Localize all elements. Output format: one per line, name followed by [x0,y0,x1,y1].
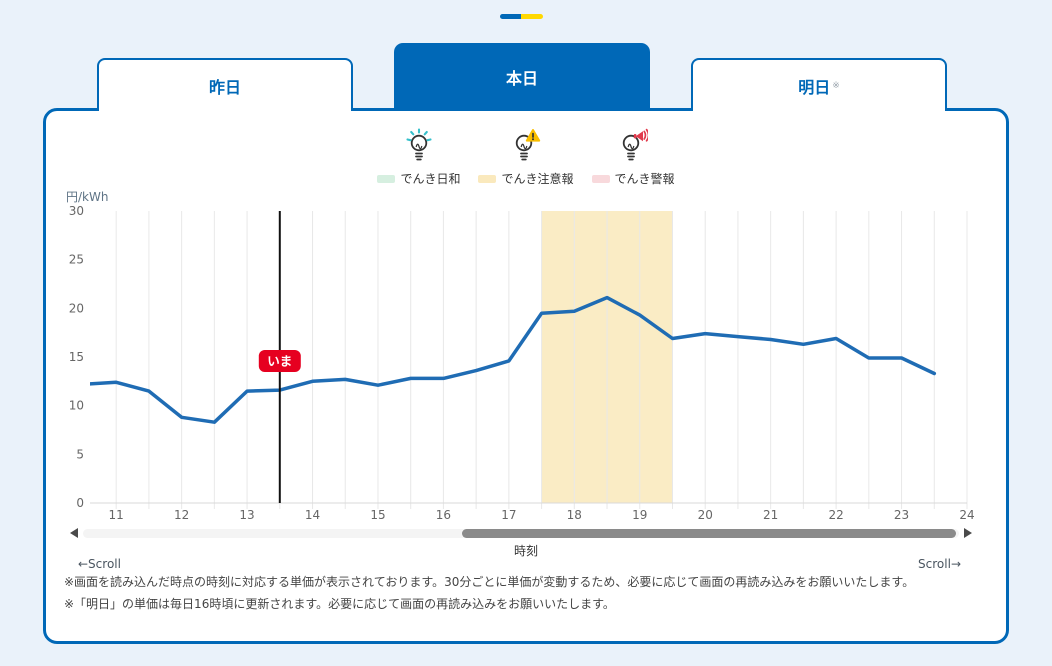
legend-item-denki-biyori: でんき日和 [377,128,460,187]
y-tick-label: 10 [69,399,84,413]
x-tick-label: 19 [632,508,647,522]
x-tick-label: 20 [698,508,713,522]
legend-item-denki-chuihou: でんき注意報 [478,128,574,187]
x-tick-label: 18 [567,508,582,522]
x-tick-label: 11 [109,508,124,522]
legend-label-keihou: でんき警報 [614,172,675,186]
x-tick-label: 23 [894,508,909,522]
legend-swatch-biyori [377,174,396,183]
x-tick-label: 21 [763,508,778,522]
tab-yesterday[interactable]: 昨日 [97,58,353,111]
tab-tomorrow-label: 明日 [798,77,831,97]
chart-legend: でんき日和 [46,128,1006,187]
x-tick-label: 12 [174,508,189,522]
brand-logo-yellow-segment [521,14,543,19]
tab-today-label: 本日 [505,69,538,88]
x-tick-label: 17 [501,508,516,522]
brand-logo-blue-segment [500,14,521,19]
x-tick-label: 22 [828,508,843,522]
x-tick-label: 15 [370,508,385,522]
price-chart: 円/kWh 0 5 10 15 20 25 30 11 12 13 14 15 16 17 18 19 20 21 2… [66,190,975,522]
legend-label-chuihou: でんき注意報 [501,172,574,186]
y-tick-label: 20 [69,301,84,315]
bulb-shine-icon [404,128,434,168]
y-tick-label: 0 [76,496,84,510]
y-tick-label: 25 [69,253,84,267]
scrollbar-track[interactable] [83,528,959,538]
legend-swatch-chuihou [478,174,497,183]
x-tick-label: 13 [239,508,254,522]
x-tick-label: 24 [959,508,974,522]
bulb-alert-icon [618,128,650,168]
footnote-reload: ※画面を読み込んだ時点の時刻に対応する単価が表示されております。30分ごとに単価… [64,575,915,589]
bulb-warning-icon [511,128,541,168]
scrollbar-thumb[interactable] [462,528,957,538]
tab-today[interactable]: 本日 [394,43,650,111]
legend-label-biyori: でんき日和 [400,172,461,186]
y-tick-label: 30 [69,204,84,218]
x-tick-label: 16 [436,508,451,522]
tab-tomorrow[interactable]: 明日 ※ [691,58,947,111]
tab-yesterday-label: 昨日 [208,77,241,97]
footnotes: ※画面を読み込んだ時点の時刻に対応する単価が表示されております。30分ごとに単価… [64,575,988,612]
x-axis-title: 時刻 [513,544,538,558]
price-panel: でんき日和 [43,108,1009,644]
x-tick-label: 14 [305,508,320,522]
footnote-tomorrow-update: ※「明日」の単価は毎日16時頃に更新されます。必要に応じて画面の再読み込みをお願… [64,597,615,611]
legend-item-denki-keihou: でんき警報 [591,128,675,187]
chart-scrollbar [70,527,972,539]
scroll-left-arrow-icon[interactable] [70,528,78,538]
y-tick-label: 15 [69,350,84,364]
legend-swatch-keihou [591,174,610,183]
scroll-right-arrow-icon[interactable] [964,528,972,538]
price-line [90,295,937,424]
y-axis-unit-label: 円/kWh [66,190,108,204]
scroll-hint-left: ←Scroll [78,557,121,571]
tab-tomorrow-note-mark: ※ [832,80,840,91]
now-badge-label: いま [267,354,292,369]
scroll-hint-right: Scroll→ [918,557,961,571]
y-tick-label: 5 [76,447,84,461]
now-badge [258,350,301,372]
